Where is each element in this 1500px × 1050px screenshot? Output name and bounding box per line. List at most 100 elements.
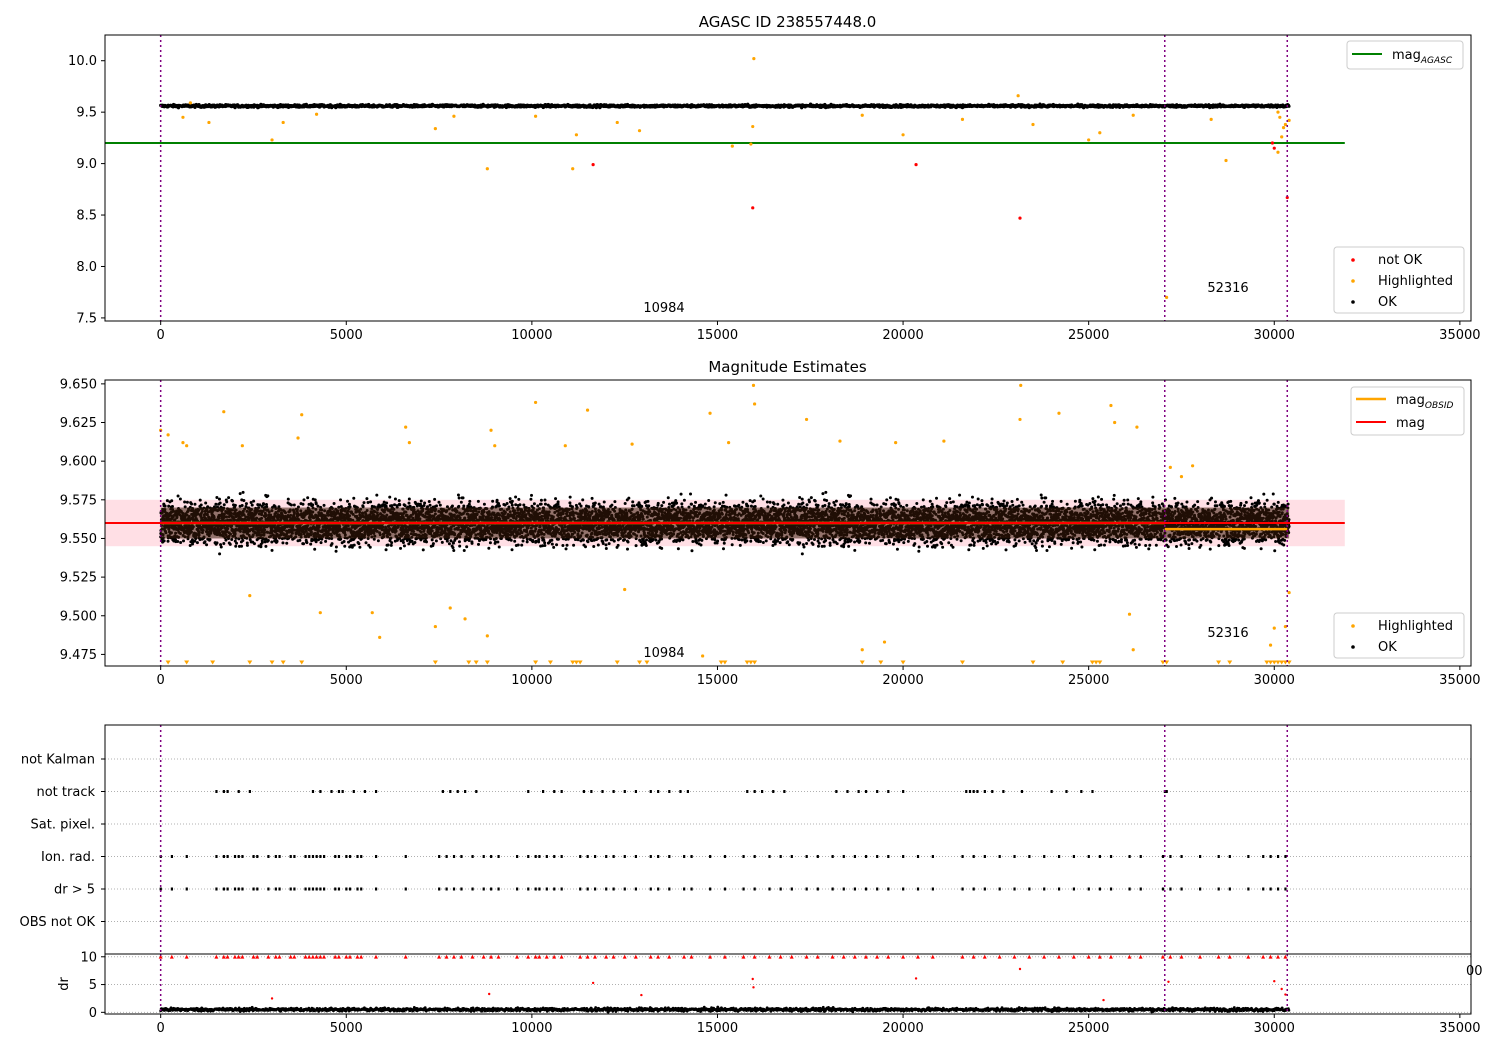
- magnitude-ok-point: [176, 540, 180, 544]
- magnitude-ok-point: [244, 502, 248, 506]
- magnitude-ok-point: [235, 541, 239, 545]
- agasc-xtick-label: 5000: [330, 328, 363, 343]
- magnitude-ok-point: [311, 503, 315, 507]
- magnitude-ok-point: [203, 540, 207, 544]
- magnitude-ok-point: [227, 496, 231, 500]
- agasc-highlighted-point: [1278, 115, 1282, 119]
- magnitude-ok-point: [260, 541, 264, 545]
- magnitude-ok-point: [242, 498, 246, 502]
- magnitude-ok-point: [286, 497, 290, 501]
- magnitude-ok-point: [313, 498, 317, 502]
- magnitude-ok-point: [390, 541, 394, 545]
- agasc-notok-point: [1272, 146, 1276, 150]
- magnitude-ok-point: [393, 503, 397, 507]
- magnitude-ok-point: [281, 541, 285, 545]
- magnitude-ok-point: [419, 499, 423, 503]
- agasc-highlighted-point: [752, 57, 756, 61]
- magnitude-ok-point: [198, 498, 202, 502]
- agasc-highlighted-point: [1276, 110, 1280, 114]
- agasc-marks: [105, 35, 1345, 321]
- agasc-xtick-label: 0: [157, 328, 165, 343]
- magnitude-ok-point: [298, 538, 302, 542]
- magnitude-ok-point: [368, 545, 372, 549]
- magnitude-ok-point: [389, 543, 393, 547]
- magnitude-ok-point: [313, 547, 317, 551]
- agasc-highlighted-point: [1281, 125, 1286, 130]
- magnitude-ok-point: [399, 546, 403, 550]
- magnitude-ok-point: [266, 539, 270, 543]
- magnitude-ok-point: [365, 497, 369, 501]
- magnitude-ok-point: [165, 499, 169, 503]
- agasc-highlighted-point: [485, 167, 489, 171]
- magnitude-ok-point: [241, 539, 245, 543]
- magnitude-ok-point: [407, 497, 411, 501]
- agasc-axes: 0 5000 10000 15000 20000 25000 30000 350007.58.…: [68, 54, 1480, 343]
- magnitude-ok-point: [364, 541, 368, 545]
- magnitude-ok-point: [388, 495, 392, 499]
- magnitude-ok-point: [289, 503, 293, 507]
- agasc-chart-title: AGASC ID 238557448.0: [699, 13, 877, 31]
- magnitude-ok-point: [292, 503, 296, 507]
- magnitude-ok-point: [339, 498, 343, 502]
- magnitude-ok-point: [306, 496, 310, 500]
- magnitude-ok-point: [219, 545, 223, 549]
- agasc-highlighted-point: [751, 124, 755, 129]
- magnitude-ok-point: [342, 539, 346, 543]
- agasc-notok-point: [751, 206, 755, 210]
- magnitude-ok-point: [217, 497, 221, 501]
- magnitude-ok-point: [252, 499, 256, 503]
- magnitude-ok-point: [250, 503, 254, 507]
- magnitude-ok-point: [305, 541, 309, 545]
- magnitude-ok-point: [204, 501, 208, 505]
- agasc-legend-top: magAGASC: [1346, 40, 1464, 70]
- magnitude-ok-point: [266, 494, 270, 498]
- agasc-notok-point: [1270, 141, 1275, 145]
- agasc-xtick-label: 25000: [1068, 328, 1109, 343]
- agasc-highlighted-point: [749, 142, 753, 146]
- magnitude-ok-point: [285, 541, 289, 545]
- agasc-notok-point: [914, 163, 918, 167]
- magnitude-ok-point: [218, 552, 222, 556]
- magnitude-ok-point: [238, 492, 242, 496]
- agasc-highlighted-point: [1098, 131, 1102, 135]
- agasc-ytick-label: 8.5: [76, 209, 97, 224]
- magnitude-ok-point: [163, 504, 167, 508]
- magnitude-ok-point: [252, 542, 256, 546]
- magnitude-ok-point: [319, 541, 323, 545]
- magnitude-ok-point: [215, 541, 219, 545]
- agasc-highlighted-point: [207, 120, 211, 125]
- magnitude-ok-point: [176, 494, 180, 498]
- agasc-highlighted-point: [637, 129, 642, 133]
- magnitude-ok-point: [346, 499, 350, 503]
- magnitude-ok-point: [228, 542, 232, 546]
- agasc-highlighted-point: [1276, 150, 1280, 154]
- magnitude-ok-point: [413, 541, 417, 545]
- magnitude-ok-point: [397, 499, 401, 503]
- agasc-ytick-label: 9.0: [76, 157, 97, 172]
- magnitude-ok-point: [314, 540, 318, 544]
- magnitude-ok-point: [398, 503, 402, 507]
- magnitude-ok-point: [343, 544, 347, 548]
- agasc-highlighted-point: [1087, 138, 1091, 142]
- magnitude-ok-point: [386, 543, 390, 547]
- magnitude-ok-point: [334, 545, 338, 549]
- magnitude-ok-point: [178, 497, 182, 501]
- magnitude-ok-point: [167, 504, 171, 508]
- magnitude-ok-point: [357, 542, 361, 546]
- agasc-ytick-label: 7.5: [76, 311, 97, 326]
- magnitude-ok-point: [408, 504, 412, 508]
- magnitude-ok-point: [385, 501, 389, 505]
- magnitude-ok-point: [384, 548, 388, 552]
- agasc-highlighted-point: [574, 133, 579, 137]
- agasc-highlighted-point: [188, 101, 192, 105]
- magnitude-ok-point: [182, 539, 186, 543]
- agasc-highlighted-point: [960, 117, 965, 121]
- magnitude-ok-point: [362, 501, 366, 505]
- magnitude-ok-point: [231, 499, 235, 503]
- magnitude-ok-point: [407, 501, 411, 505]
- magnitude-ok-point: [270, 540, 274, 544]
- agasc-highlighted-point: [571, 167, 575, 171]
- agasc-highlighted-point: [452, 114, 456, 118]
- magnitude-ok-point: [233, 503, 237, 507]
